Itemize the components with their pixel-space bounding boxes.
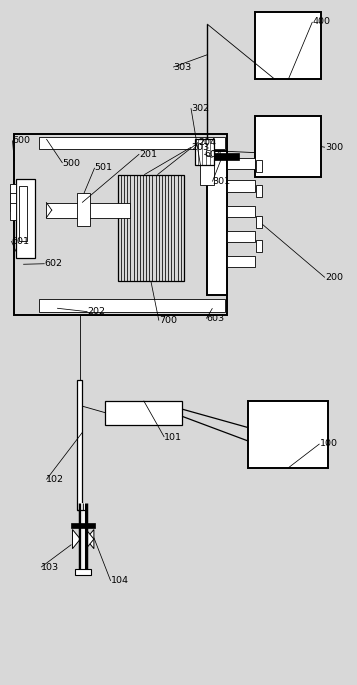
Text: 600: 600: [12, 136, 30, 145]
Text: 203: 203: [191, 142, 209, 152]
Polygon shape: [72, 530, 80, 549]
Text: 303: 303: [173, 62, 191, 72]
Bar: [256, 185, 262, 197]
Text: 103: 103: [41, 562, 59, 572]
Text: 603: 603: [206, 314, 225, 323]
Bar: [256, 240, 262, 252]
Text: 700: 700: [159, 316, 177, 325]
Bar: [16, 179, 35, 258]
Bar: [77, 380, 82, 510]
Text: 602: 602: [45, 259, 62, 269]
Bar: [256, 216, 262, 228]
Text: 200: 200: [325, 273, 343, 282]
Bar: [207, 151, 227, 295]
Bar: [39, 137, 225, 149]
Bar: [10, 203, 16, 220]
Text: 100: 100: [320, 439, 337, 449]
Text: 500: 500: [62, 158, 80, 168]
Bar: [75, 569, 91, 575]
Text: 201: 201: [139, 149, 157, 159]
Text: 400: 400: [312, 17, 330, 27]
Text: 604: 604: [204, 149, 222, 159]
Text: 204: 204: [198, 138, 216, 147]
Bar: [46, 203, 130, 218]
Bar: [227, 206, 255, 217]
Bar: [227, 180, 255, 192]
Text: 104: 104: [111, 576, 129, 586]
Bar: [14, 134, 227, 315]
Text: 301: 301: [212, 177, 231, 186]
Text: 102: 102: [46, 475, 64, 484]
Bar: [248, 401, 328, 468]
Bar: [209, 153, 239, 160]
Bar: [227, 158, 255, 169]
Bar: [195, 139, 214, 165]
Text: 101: 101: [164, 432, 182, 442]
Bar: [10, 184, 16, 201]
Bar: [19, 186, 27, 241]
Text: 501: 501: [95, 163, 112, 173]
Bar: [10, 193, 16, 210]
Bar: [77, 193, 90, 226]
Polygon shape: [86, 530, 94, 549]
Bar: [200, 151, 214, 185]
Text: 302: 302: [191, 103, 209, 113]
Bar: [255, 116, 321, 177]
Bar: [39, 299, 225, 312]
Bar: [118, 175, 184, 281]
Bar: [105, 401, 182, 425]
Bar: [256, 160, 262, 172]
Bar: [71, 523, 95, 528]
Polygon shape: [86, 530, 94, 549]
Bar: [227, 256, 255, 267]
Text: 202: 202: [87, 307, 105, 316]
Bar: [255, 12, 321, 79]
Bar: [227, 231, 255, 242]
Text: 300: 300: [325, 142, 343, 152]
Text: 601: 601: [11, 236, 29, 246]
